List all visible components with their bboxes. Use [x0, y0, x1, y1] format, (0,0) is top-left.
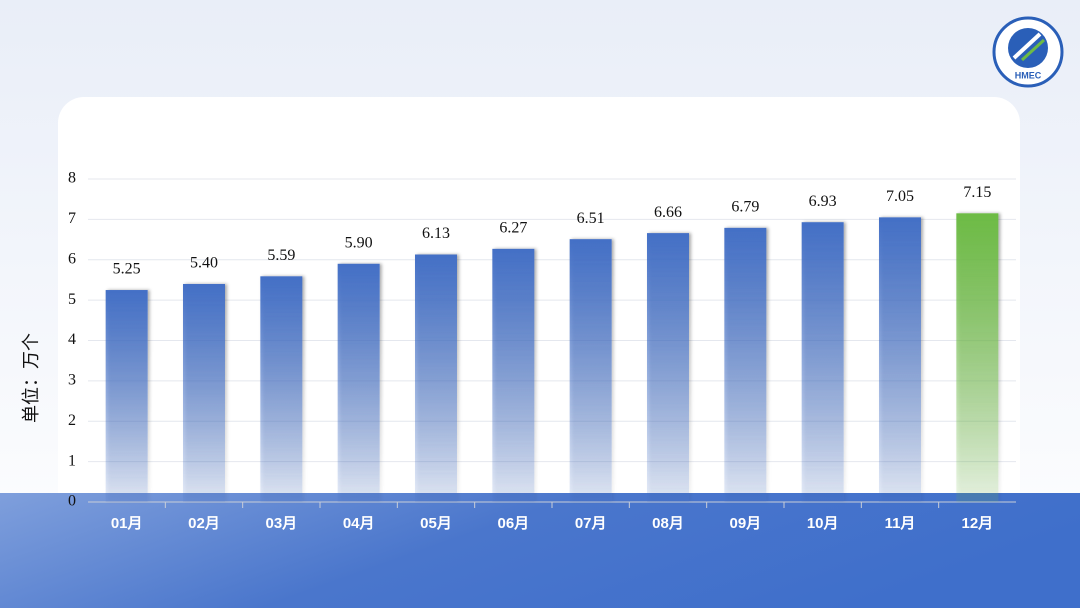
bar: [260, 276, 303, 502]
y-tick-label: 8: [68, 170, 76, 187]
y-axis-label: 单位：万个: [21, 333, 41, 423]
x-tick-label: 06月: [497, 515, 529, 532]
value-label: 5.59: [267, 247, 295, 264]
bar: [647, 233, 689, 503]
bar: [956, 213, 999, 502]
x-tick-label: 11月: [885, 515, 916, 532]
x-tick-label: 02月: [188, 515, 220, 532]
value-label: 5.90: [345, 234, 373, 251]
y-tick-label: 7: [68, 210, 76, 227]
logo-stroke: [1012, 32, 1042, 60]
y-tick-label: 6: [68, 250, 76, 267]
value-label: 6.66: [654, 204, 682, 221]
y-tick-label: 1: [68, 452, 76, 469]
y-tick-label: 0: [68, 493, 76, 510]
bar: [879, 217, 921, 502]
value-label: 6.51: [577, 210, 605, 227]
y-tick-label: 4: [68, 331, 76, 348]
x-tick-label: 05月: [420, 515, 452, 532]
x-tick-label: 07月: [575, 515, 607, 532]
logo: HMEC: [992, 16, 1064, 88]
logo-text: HMEC: [1015, 70, 1042, 80]
value-label: 6.93: [809, 193, 837, 210]
bar: [105, 290, 148, 502]
y-tick-label: 5: [68, 291, 76, 308]
bar: [492, 248, 535, 502]
bar: [337, 263, 380, 502]
bar: [724, 227, 767, 502]
value-label: 6.27: [499, 220, 527, 237]
logo-stroke: [1020, 38, 1046, 62]
x-tick-label: 04月: [343, 515, 375, 532]
bar: [569, 239, 612, 502]
footer-band: [0, 493, 1080, 608]
value-label: 7.15: [963, 184, 991, 201]
x-tick-label: 12月: [961, 515, 993, 532]
x-tick-label: 01月: [111, 515, 143, 532]
x-tick-label: 09月: [729, 515, 761, 532]
y-tick-label: 3: [68, 372, 76, 389]
bar: [415, 254, 457, 502]
value-label: 7.05: [886, 188, 914, 205]
logo-core: [1008, 28, 1048, 68]
x-tick-label: 03月: [265, 515, 297, 532]
value-label: 6.79: [731, 199, 759, 216]
value-label: 5.40: [190, 255, 218, 272]
x-tick-label: 10月: [807, 515, 839, 532]
value-label: 6.13: [422, 225, 450, 242]
bar: [183, 283, 225, 502]
x-tick-label: 08月: [652, 515, 684, 532]
y-tick-label: 2: [68, 412, 76, 429]
value-label: 5.25: [113, 261, 141, 278]
bar: [801, 222, 844, 503]
